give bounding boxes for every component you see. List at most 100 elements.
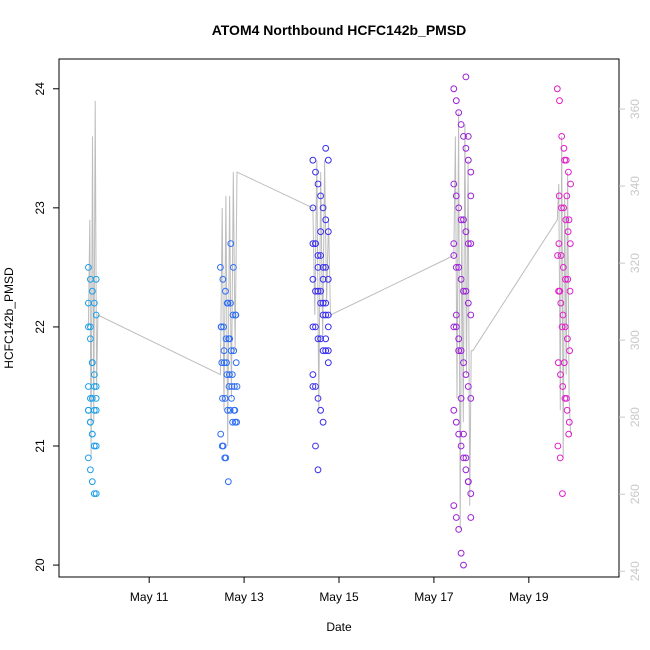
data-point	[314, 335, 322, 343]
data-point	[220, 347, 228, 355]
data-point	[554, 252, 561, 259]
trace-line	[87, 100, 572, 530]
data-point	[314, 252, 322, 259]
data-point	[462, 466, 470, 474]
data-point	[457, 275, 465, 283]
data-point	[462, 454, 470, 462]
data-point	[561, 323, 569, 331]
data-point	[85, 454, 92, 462]
data-point	[324, 311, 332, 319]
data-point	[452, 97, 460, 105]
y-right-tick-label: 360	[628, 99, 642, 119]
data-point	[309, 240, 317, 248]
data-point	[227, 299, 234, 307]
data-point	[464, 133, 472, 140]
data-point	[565, 216, 573, 224]
y-left-tick-label: 22	[33, 320, 47, 334]
data-point	[452, 192, 460, 200]
data-point	[324, 347, 332, 355]
data-point	[319, 311, 327, 319]
series-1	[85, 264, 100, 498]
data-point	[563, 406, 571, 414]
data-point	[555, 240, 563, 248]
data-point	[92, 395, 100, 402]
data-point	[90, 371, 98, 379]
data-point	[455, 430, 463, 438]
data-point	[556, 454, 564, 462]
data-point	[309, 371, 317, 379]
data-point	[322, 347, 330, 355]
data-point	[226, 406, 234, 414]
data-point	[452, 323, 460, 331]
data-point	[312, 442, 319, 450]
data-point	[557, 252, 565, 259]
data-point	[223, 359, 230, 367]
data-point	[452, 514, 460, 521]
data-point	[85, 264, 92, 271]
data-point	[450, 180, 458, 188]
data-point	[92, 311, 100, 319]
data-point	[322, 144, 330, 152]
data-point	[218, 442, 226, 450]
data-point	[457, 216, 465, 224]
data-point	[219, 275, 227, 283]
series-3	[309, 144, 332, 474]
data-point	[460, 561, 467, 569]
data-point	[457, 347, 465, 355]
data-point	[88, 287, 96, 295]
data-point	[217, 264, 224, 271]
x-axis-label: Date	[326, 620, 352, 634]
data-point	[225, 383, 233, 390]
data-point	[560, 144, 568, 152]
data-point	[233, 383, 241, 390]
data-point	[87, 335, 94, 343]
data-point	[217, 430, 225, 438]
x-tick-label: May 19	[509, 590, 549, 604]
data-point	[460, 133, 467, 140]
data-point	[228, 383, 236, 390]
y-right-tick-label: 320	[628, 253, 642, 273]
data-point	[324, 359, 332, 367]
data-point	[322, 311, 330, 319]
data-point	[218, 323, 225, 331]
data-point	[309, 204, 317, 212]
data-point	[314, 395, 322, 402]
data-point	[464, 299, 472, 307]
data-point	[92, 406, 100, 414]
data-point	[220, 359, 228, 367]
data-points	[85, 73, 574, 569]
data-point	[88, 359, 96, 367]
data-point	[88, 395, 96, 402]
data-point	[450, 252, 458, 259]
data-point	[221, 454, 229, 462]
data-point	[317, 192, 325, 200]
data-point	[219, 395, 226, 402]
data-point	[229, 418, 237, 426]
data-point	[450, 502, 458, 510]
y-axis-right: 240 260 280 300 320 340 360	[619, 99, 642, 581]
data-point	[324, 275, 332, 283]
data-point	[322, 264, 330, 271]
data-point	[324, 156, 332, 164]
data-point	[556, 287, 564, 295]
data-point	[87, 418, 94, 426]
data-point	[309, 383, 317, 390]
x-tick-label: May 17	[414, 590, 454, 604]
y-right-tick-label: 240	[628, 561, 642, 581]
data-point	[85, 406, 92, 414]
data-point	[232, 311, 240, 319]
data-point	[556, 97, 563, 105]
data-point	[232, 359, 240, 367]
data-point	[564, 228, 572, 236]
data-point	[224, 406, 232, 414]
data-point	[231, 406, 239, 414]
x-tick-label: May 11	[130, 590, 169, 604]
y-right-tick-label: 260	[628, 484, 642, 504]
data-point	[312, 287, 319, 295]
data-point	[324, 323, 332, 331]
data-point	[455, 347, 463, 355]
data-point	[317, 406, 325, 414]
data-point	[464, 240, 472, 248]
data-point	[450, 323, 458, 331]
data-point	[317, 299, 325, 307]
